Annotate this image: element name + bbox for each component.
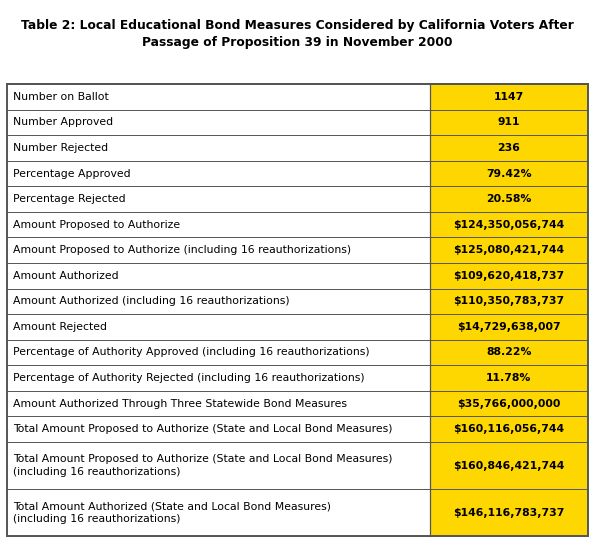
Text: 11.78%: 11.78% bbox=[486, 373, 531, 383]
Text: $146,116,783,737: $146,116,783,737 bbox=[453, 508, 565, 518]
Text: Table 2: Local Educational Bond Measures Considered by California Voters After
P: Table 2: Local Educational Bond Measures… bbox=[21, 19, 574, 49]
Text: Amount Authorized (including 16 reauthorizations): Amount Authorized (including 16 reauthor… bbox=[13, 296, 290, 306]
Bar bbox=[7, 237, 430, 263]
Text: Total Amount Authorized (State and Local Bond Measures)
(including 16 reauthoriz: Total Amount Authorized (State and Local… bbox=[13, 502, 331, 524]
Text: 79.42%: 79.42% bbox=[486, 169, 532, 179]
Text: Percentage Approved: Percentage Approved bbox=[13, 169, 131, 179]
Text: $125,080,421,744: $125,080,421,744 bbox=[453, 245, 565, 255]
Bar bbox=[7, 340, 430, 365]
Bar bbox=[430, 288, 588, 314]
Bar bbox=[430, 186, 588, 212]
Bar bbox=[7, 110, 430, 135]
Bar bbox=[7, 212, 430, 237]
Text: $110,350,783,737: $110,350,783,737 bbox=[453, 296, 565, 306]
Text: 236: 236 bbox=[497, 143, 520, 153]
Text: $124,350,056,744: $124,350,056,744 bbox=[453, 220, 565, 230]
Bar bbox=[430, 416, 588, 442]
Bar bbox=[430, 135, 588, 161]
Text: Percentage of Authority Rejected (including 16 reauthorizations): Percentage of Authority Rejected (includ… bbox=[13, 373, 365, 383]
Text: Number Rejected: Number Rejected bbox=[13, 143, 108, 153]
Bar bbox=[430, 314, 588, 340]
Bar bbox=[430, 161, 588, 186]
Bar bbox=[7, 161, 430, 186]
Bar bbox=[430, 391, 588, 416]
Text: 88.22%: 88.22% bbox=[486, 348, 531, 357]
Bar bbox=[7, 135, 430, 161]
Bar bbox=[7, 391, 430, 416]
Bar bbox=[7, 489, 430, 536]
Bar bbox=[7, 263, 430, 288]
Text: $109,620,418,737: $109,620,418,737 bbox=[453, 271, 565, 281]
Bar bbox=[7, 186, 430, 212]
Bar bbox=[430, 84, 588, 110]
Text: $35,766,000,000: $35,766,000,000 bbox=[457, 399, 560, 408]
Bar bbox=[430, 442, 588, 489]
Text: Total Amount Proposed to Authorize (State and Local Bond Measures): Total Amount Proposed to Authorize (Stat… bbox=[13, 424, 393, 434]
Text: Amount Proposed to Authorize: Amount Proposed to Authorize bbox=[13, 220, 180, 230]
Bar bbox=[7, 365, 430, 391]
Bar bbox=[7, 314, 430, 340]
Bar bbox=[430, 489, 588, 536]
Text: $160,846,421,744: $160,846,421,744 bbox=[453, 460, 565, 471]
Text: $160,116,056,744: $160,116,056,744 bbox=[453, 424, 565, 434]
Text: 1147: 1147 bbox=[494, 92, 524, 102]
Bar bbox=[430, 212, 588, 237]
Bar bbox=[7, 442, 430, 489]
Text: Total Amount Proposed to Authorize (State and Local Bond Measures)
(including 16: Total Amount Proposed to Authorize (Stat… bbox=[13, 454, 393, 477]
Bar bbox=[7, 416, 430, 442]
Text: Number Approved: Number Approved bbox=[13, 117, 113, 128]
Text: Percentage of Authority Approved (including 16 reauthorizations): Percentage of Authority Approved (includ… bbox=[13, 348, 369, 357]
Bar bbox=[7, 84, 588, 536]
Bar bbox=[7, 288, 430, 314]
Text: Percentage Rejected: Percentage Rejected bbox=[13, 194, 126, 204]
Text: Amount Authorized Through Three Statewide Bond Measures: Amount Authorized Through Three Statewid… bbox=[13, 399, 347, 408]
Bar bbox=[430, 365, 588, 391]
Text: Amount Proposed to Authorize (including 16 reauthorizations): Amount Proposed to Authorize (including … bbox=[13, 245, 351, 255]
Bar bbox=[430, 340, 588, 365]
Text: 911: 911 bbox=[497, 117, 520, 128]
Bar bbox=[430, 110, 588, 135]
Bar bbox=[7, 84, 430, 110]
Bar bbox=[430, 237, 588, 263]
Bar bbox=[430, 263, 588, 288]
Text: 20.58%: 20.58% bbox=[486, 194, 531, 204]
Text: $14,729,638,007: $14,729,638,007 bbox=[457, 322, 560, 332]
Text: Amount Authorized: Amount Authorized bbox=[13, 271, 119, 281]
Text: Number on Ballot: Number on Ballot bbox=[13, 92, 109, 102]
Text: Amount Rejected: Amount Rejected bbox=[13, 322, 107, 332]
